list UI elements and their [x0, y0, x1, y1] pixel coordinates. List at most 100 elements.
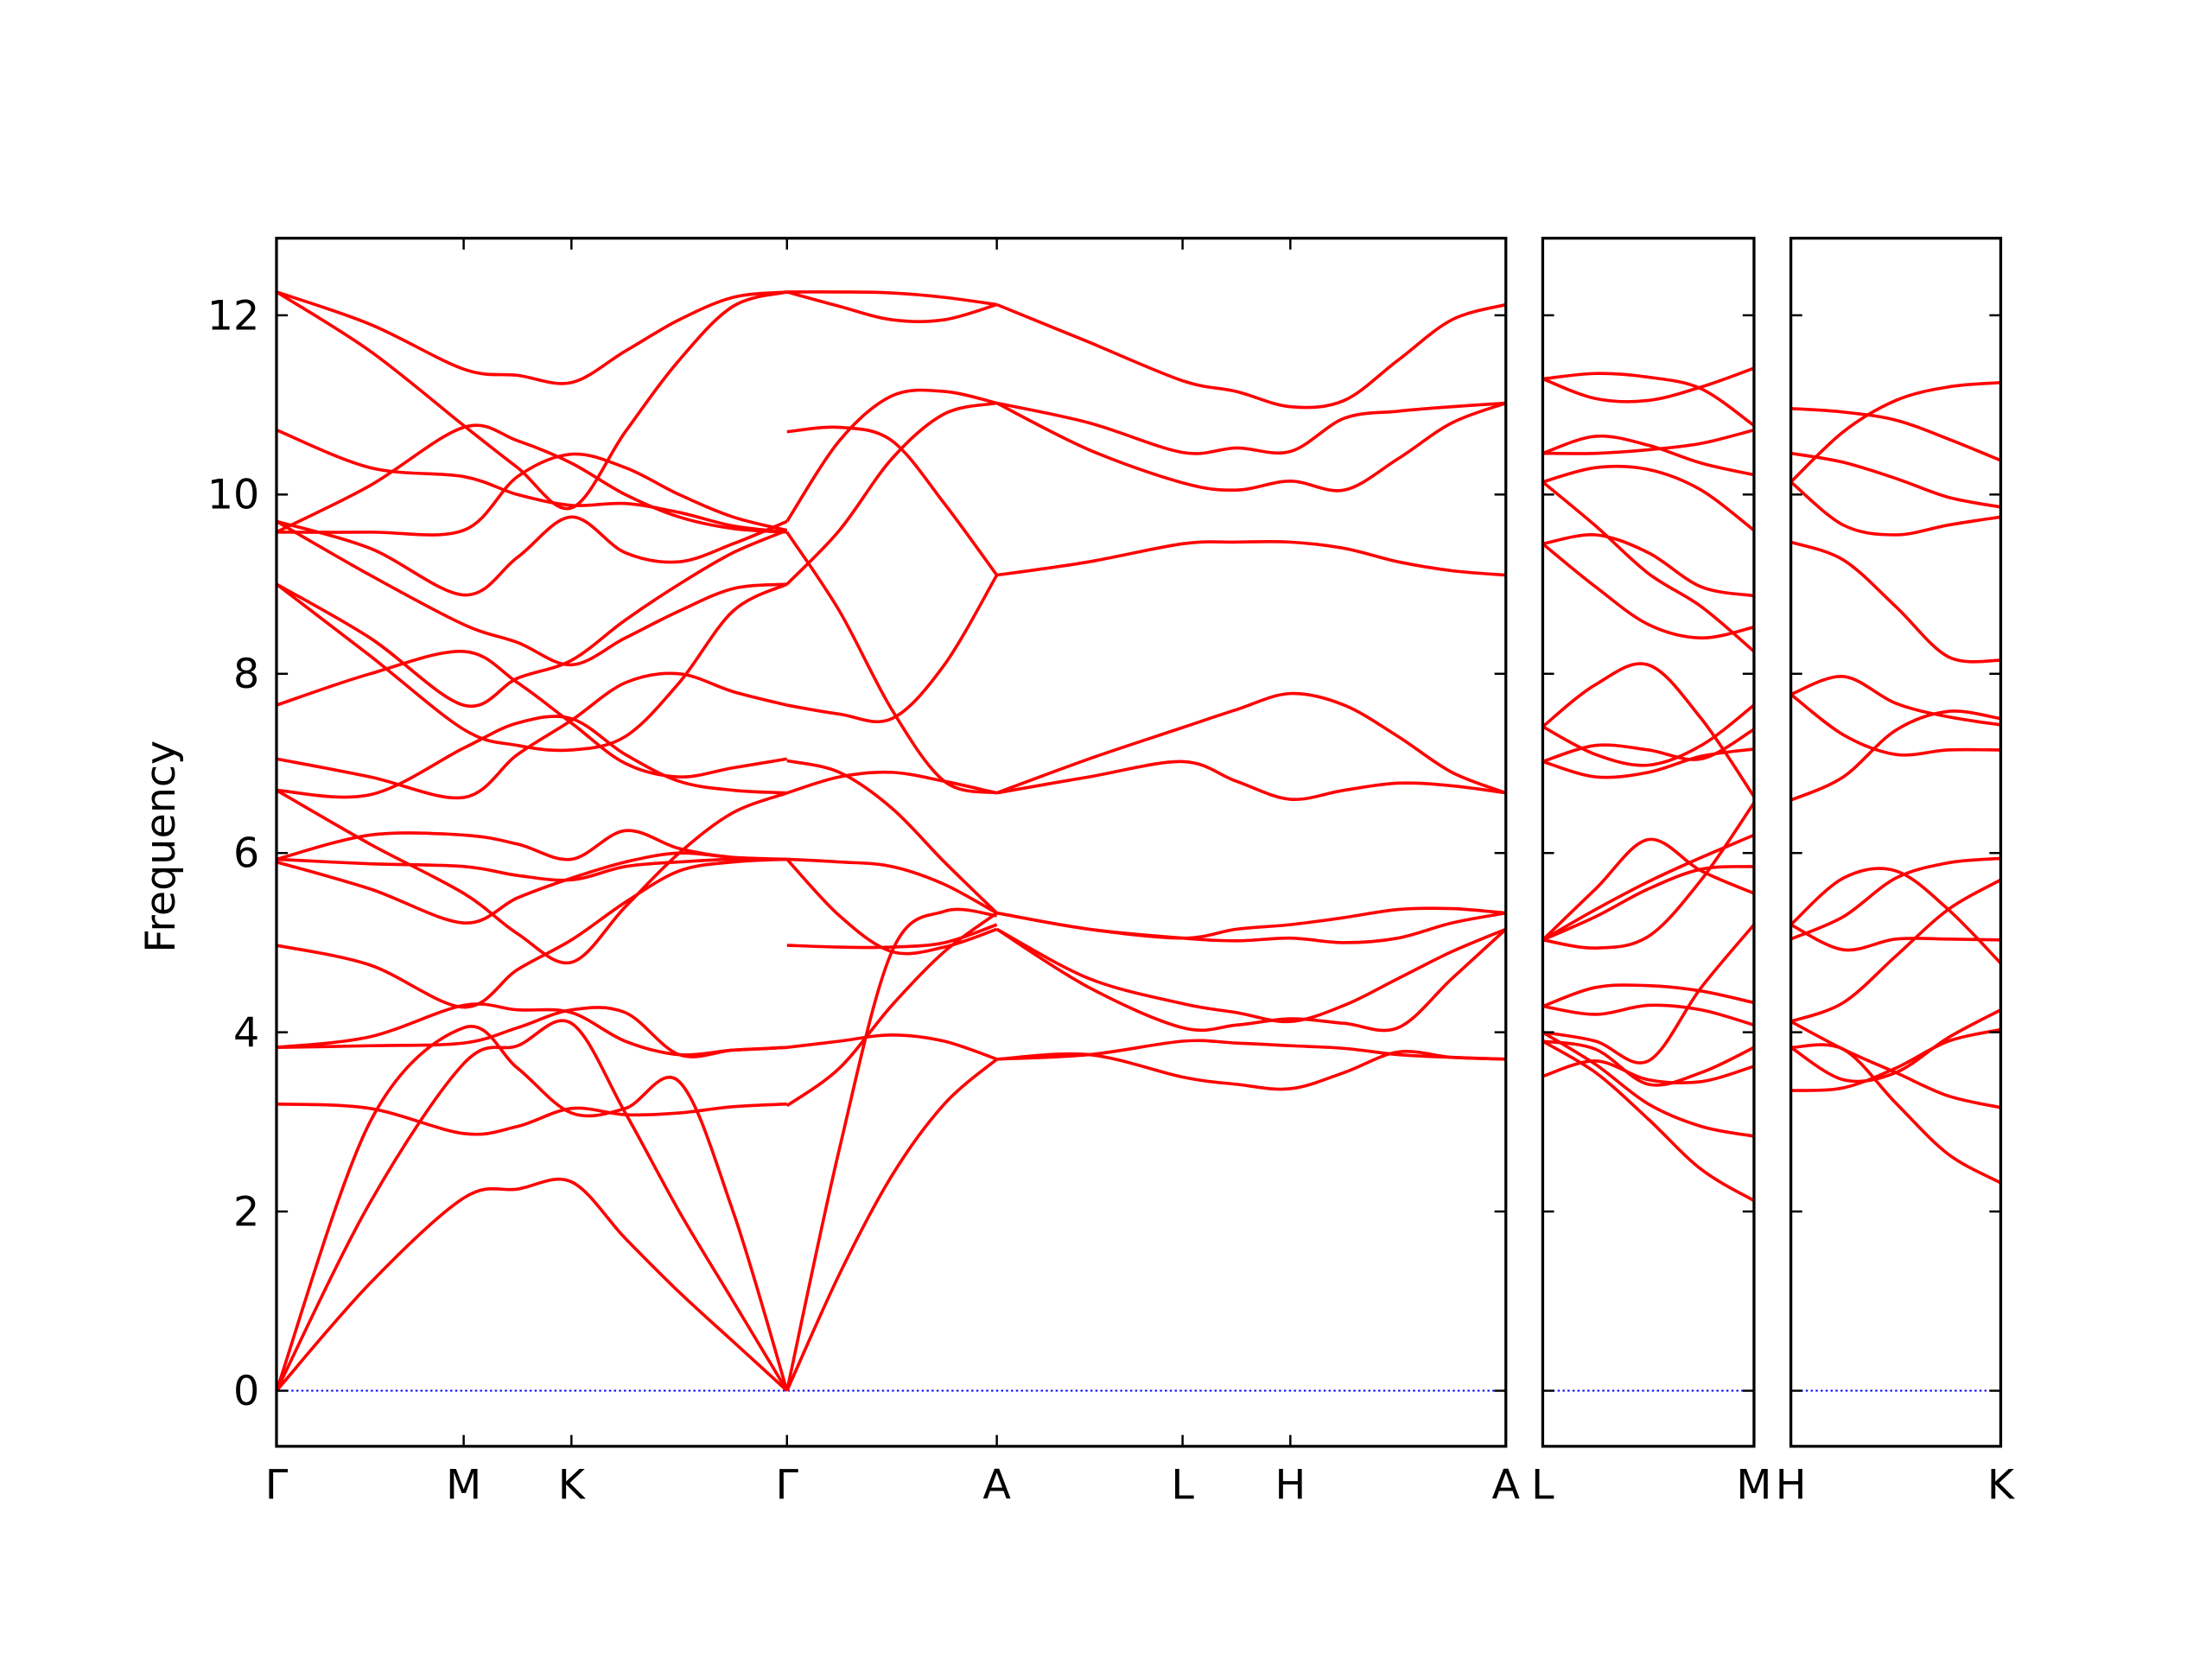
band-line	[996, 539, 1506, 577]
band-line	[276, 519, 787, 667]
band-line	[786, 770, 998, 795]
band-line	[786, 1033, 998, 1061]
band-line	[1541, 728, 1755, 764]
band-line	[1542, 1039, 1755, 1087]
band-line	[1542, 372, 1755, 427]
x-tick-label: Γ	[265, 1462, 289, 1510]
band-line	[275, 582, 788, 753]
band-line	[995, 302, 1507, 410]
band-line	[996, 1050, 1506, 1091]
x-tick-label: A	[1491, 1462, 1520, 1510]
band-line	[786, 425, 999, 576]
band-line	[785, 531, 998, 795]
band-line	[1541, 983, 1755, 1008]
band-line	[995, 401, 1507, 493]
x-tick-label: Γ	[776, 1462, 799, 1510]
band-line	[996, 691, 1507, 795]
band-line	[275, 1019, 789, 1392]
band-line	[996, 401, 1506, 455]
band-line	[1541, 434, 1755, 477]
y-tick-label: 4	[233, 1009, 259, 1057]
band-line	[276, 671, 788, 800]
x-tick-label: H	[1274, 1462, 1306, 1510]
band-line	[785, 1058, 998, 1392]
band-line	[276, 515, 788, 597]
band-line	[1541, 865, 1755, 942]
band-line	[276, 788, 788, 965]
band-line	[1541, 542, 1755, 640]
band-line	[1790, 540, 2001, 664]
panel-frame	[1541, 237, 1756, 1448]
y-axis-label: Frequency	[137, 741, 185, 953]
band-line	[1790, 406, 2002, 462]
band-line	[276, 429, 787, 534]
band-line	[276, 290, 787, 385]
band-line	[1542, 802, 1756, 950]
band-line	[785, 401, 998, 586]
band-line	[995, 927, 1507, 1024]
band-line	[1790, 1043, 2002, 1185]
band-line	[1541, 747, 1755, 779]
band-line	[276, 423, 787, 534]
band-line	[786, 290, 997, 307]
band-line	[275, 1177, 788, 1392]
band-line	[996, 760, 1506, 802]
band-line	[1541, 464, 1756, 532]
x-tick-label: M	[1736, 1462, 1771, 1510]
band-line	[786, 857, 998, 915]
band-line	[276, 857, 787, 1009]
band-line	[1542, 923, 1756, 1065]
x-tick-label: L	[1531, 1462, 1554, 1510]
x-tick-label: A	[982, 1462, 1011, 1510]
band-line	[1542, 1003, 1755, 1027]
band-line	[1789, 867, 2002, 965]
band-line	[996, 906, 1506, 940]
band-line	[276, 1002, 787, 1057]
band-line	[276, 452, 788, 537]
band-line	[1790, 451, 2001, 509]
band-line	[1541, 837, 1755, 942]
band-line	[995, 927, 1507, 1033]
band-line	[785, 907, 997, 1391]
band-line	[276, 290, 788, 511]
band-line	[785, 912, 998, 1108]
band-line	[1790, 1027, 2001, 1092]
y-tick-label: 12	[207, 292, 260, 340]
x-tick-label: K	[558, 1462, 587, 1510]
band-line	[1542, 533, 1755, 598]
band-line	[1542, 428, 1755, 455]
x-tick-label: M	[446, 1462, 481, 1510]
band-line	[1789, 923, 2001, 952]
y-tick-label: 8	[233, 651, 259, 698]
band-line	[1790, 878, 2002, 1023]
x-tick-label: K	[1987, 1462, 2016, 1510]
band-line	[1541, 1039, 1755, 1203]
panel-frame	[275, 237, 1508, 1448]
band-line	[1541, 366, 1755, 404]
band-line	[276, 851, 787, 925]
band-line	[786, 574, 999, 723]
band-line	[276, 715, 787, 799]
band-line	[276, 529, 788, 709]
band-line	[1541, 833, 1755, 942]
band-line	[275, 1024, 789, 1392]
band-line	[1789, 480, 2001, 537]
y-tick-label: 2	[233, 1189, 259, 1236]
band-line	[785, 388, 998, 523]
x-tick-label: H	[1776, 1462, 1807, 1510]
band-line	[1541, 1059, 1755, 1085]
band-line	[1541, 1031, 1755, 1138]
band-line	[1541, 703, 1756, 767]
x-tick-label: L	[1171, 1462, 1194, 1510]
band-line	[1789, 693, 2001, 757]
y-tick-label: 0	[233, 1368, 259, 1415]
band-line	[1789, 380, 2001, 484]
band-line	[1789, 856, 2001, 941]
y-tick-label: 10	[207, 472, 260, 519]
band-line	[1541, 480, 1756, 653]
band-line	[1789, 675, 2001, 727]
y-tick-label: 6	[233, 830, 259, 878]
